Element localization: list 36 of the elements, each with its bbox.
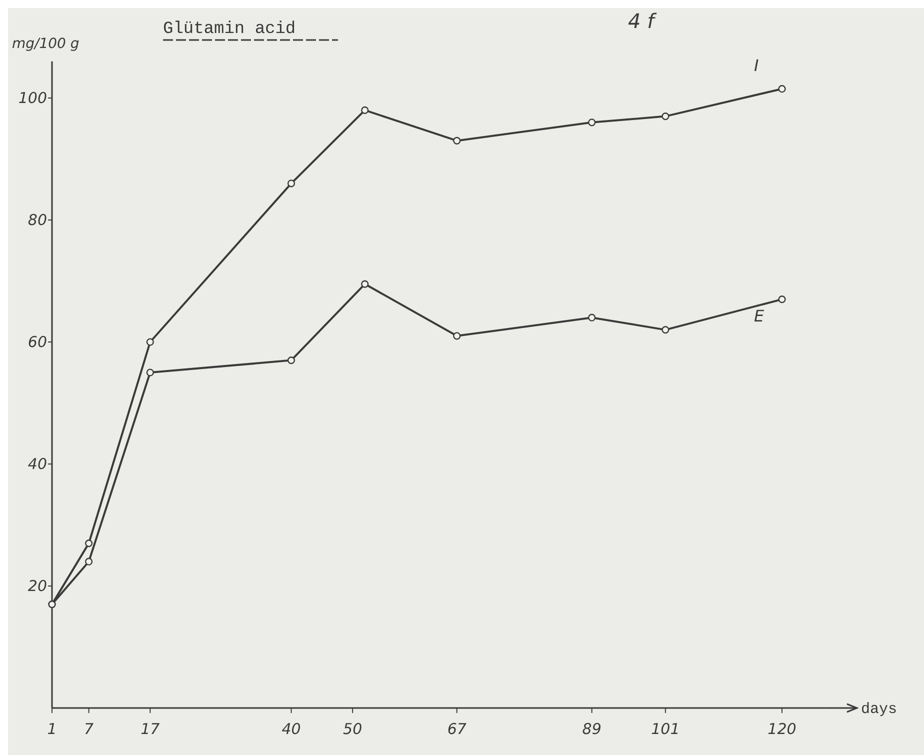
point xyxy=(453,136,461,144)
chart-title: Glütamin acid xyxy=(163,20,296,39)
point xyxy=(85,540,93,548)
point xyxy=(85,558,93,566)
point xyxy=(778,296,786,304)
point xyxy=(778,85,786,93)
x-tick-label: 17 xyxy=(140,720,160,738)
point xyxy=(361,280,369,288)
point xyxy=(146,368,154,376)
text: 4 f xyxy=(628,9,658,33)
x-tick-label: 1 xyxy=(47,720,57,738)
series-label: I xyxy=(754,56,759,75)
point xyxy=(588,118,596,126)
point xyxy=(287,180,296,188)
x-tick-label: 50 xyxy=(343,720,362,738)
point xyxy=(453,332,461,340)
y-tick-label: 80 xyxy=(28,211,47,229)
x-tick-label: 89 xyxy=(582,720,602,738)
x-tick-label: 67 xyxy=(447,720,467,738)
series-label: E xyxy=(754,306,765,326)
point xyxy=(287,356,296,364)
y-tick-label: 20 xyxy=(28,577,47,595)
x-axis-title: days xyxy=(860,701,897,718)
point xyxy=(361,106,369,114)
x-tick-label: 40 xyxy=(282,720,301,738)
point xyxy=(662,112,670,120)
x-tick-label: 101 xyxy=(651,720,680,738)
point xyxy=(146,338,154,346)
y-axis-title: mg/100 g xyxy=(12,36,80,52)
y-tick-label: 40 xyxy=(28,455,47,473)
y-tick-label: 100 xyxy=(18,89,47,107)
point xyxy=(588,314,596,322)
y-tick-label: 60 xyxy=(28,333,47,351)
point xyxy=(662,326,670,334)
x-tick-label: 7 xyxy=(84,720,94,738)
x-tick-label: 120 xyxy=(768,720,796,738)
